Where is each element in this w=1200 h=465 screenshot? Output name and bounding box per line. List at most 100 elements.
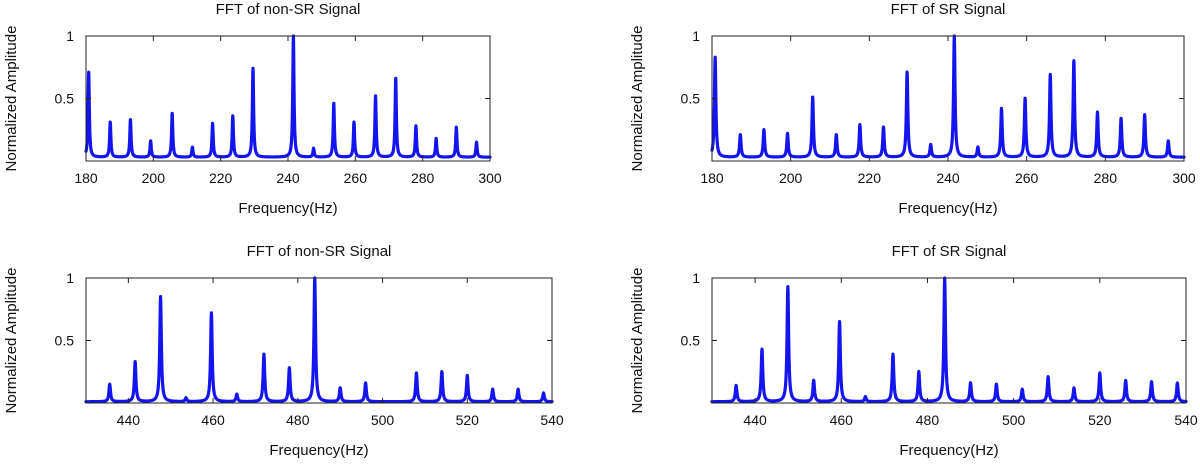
peak-point-7 xyxy=(211,122,214,125)
peak-point-5 xyxy=(838,320,841,323)
x-tick-label: 280 xyxy=(411,170,435,186)
axes-frame xyxy=(711,35,1185,162)
spectrum-line xyxy=(710,276,1188,404)
y-tick-label: 0.5 xyxy=(681,333,701,349)
peak-point-1 xyxy=(108,383,111,386)
x-axis-label: Frequency(Hz) xyxy=(238,200,337,217)
peak-point-17 xyxy=(434,137,438,140)
y-axis-label: Normalized Amplitude xyxy=(629,26,646,172)
peak-point-12 xyxy=(415,371,418,375)
spectrum-line xyxy=(84,276,554,404)
peak-point-1 xyxy=(734,384,738,387)
peak-point-6 xyxy=(191,146,194,149)
peak-point-2 xyxy=(760,348,764,351)
peak-point-8 xyxy=(882,126,885,129)
x-tick-label: 240 xyxy=(276,170,300,186)
x-tick-label: 260 xyxy=(1015,170,1039,186)
peak-point-7 xyxy=(891,353,895,356)
peak-point-8 xyxy=(288,366,291,370)
x-tick-label: 520 xyxy=(1088,412,1112,428)
peak-point-13 xyxy=(1046,375,1050,378)
x-tick-label: 240 xyxy=(936,170,960,186)
peak-point-5 xyxy=(210,311,213,315)
peak-point-4 xyxy=(812,379,815,382)
y-tick-label: 0.5 xyxy=(681,91,701,107)
y-tick-label: 1 xyxy=(66,270,74,286)
x-tick-label: 200 xyxy=(142,170,166,186)
x-tick-label: 540 xyxy=(1174,412,1198,428)
spectrum-line xyxy=(84,34,492,159)
x-tick-label: 480 xyxy=(916,412,940,428)
y-tick-label: 0.5 xyxy=(55,91,75,107)
peak-point-16 xyxy=(1124,379,1127,382)
x-tick-label: 220 xyxy=(209,170,233,186)
peak-point-17 xyxy=(542,391,545,395)
peak-point-14 xyxy=(374,94,377,98)
peak-point-2 xyxy=(109,121,112,124)
peak-point-9 xyxy=(251,67,255,70)
peak-point-6 xyxy=(235,393,239,396)
peak-point-10 xyxy=(969,381,972,385)
chart-title: FFT of non-SR Signal xyxy=(216,1,361,18)
chart-panel-3: FFT of non-SR Signal 440 460 480 500 520 540 0.… xyxy=(3,243,564,459)
chart-panel-1: FFT of non-SR Signal 180 200 220 240 260 280 30… xyxy=(3,1,502,217)
x-tick-label: 520 xyxy=(456,412,480,428)
x-tick-label: 300 xyxy=(478,170,502,186)
x-tick-label: 260 xyxy=(344,170,368,186)
peak-point-14 xyxy=(466,374,469,377)
x-tick-label: 280 xyxy=(1094,170,1118,186)
peak-point-10 xyxy=(929,143,932,146)
x-tick-label: 440 xyxy=(117,412,141,428)
peak-point-20 xyxy=(1167,139,1170,143)
x-tick-label: 480 xyxy=(286,412,310,428)
peak-point-5 xyxy=(170,112,174,115)
chart-title: FFT of non-SR Signal xyxy=(247,243,392,260)
peak-point-15 xyxy=(491,388,494,391)
peak-point-2 xyxy=(739,133,742,136)
peak-point-11 xyxy=(312,147,315,150)
peak-point-3 xyxy=(762,128,766,131)
x-tick-label: 300 xyxy=(1172,170,1196,186)
peak-point-7 xyxy=(858,123,862,126)
peak-point-12 xyxy=(1021,388,1024,391)
peak-point-17 xyxy=(1096,111,1099,114)
peak-point-4 xyxy=(786,132,789,135)
x-axis-label: Frequency(Hz) xyxy=(269,442,368,459)
peak-point-6 xyxy=(835,133,838,136)
x-tick-label: 440 xyxy=(743,412,767,428)
peak-point-10 xyxy=(338,386,342,390)
x-tick-label: 200 xyxy=(779,170,803,186)
x-tick-label: 180 xyxy=(74,170,98,186)
peak-point-13 xyxy=(1000,107,1003,110)
peak-point-2 xyxy=(133,360,137,363)
peak-point-7 xyxy=(262,353,266,356)
peak-point-4 xyxy=(149,139,152,143)
peak-point-19 xyxy=(475,141,478,144)
axes-frame xyxy=(711,277,1187,404)
peak-point-18 xyxy=(1176,381,1179,385)
peak-point-18 xyxy=(455,126,458,129)
peak-point-17 xyxy=(1150,380,1153,383)
peak-point-15 xyxy=(394,77,397,80)
y-tick-label: 1 xyxy=(692,270,700,286)
y-axis-label: Normalized Amplitude xyxy=(3,26,20,172)
axes-frame xyxy=(85,35,491,162)
peak-point-18 xyxy=(1119,117,1123,120)
peak-point-9 xyxy=(905,71,909,74)
peak-point-15 xyxy=(1098,371,1102,375)
peak-point-5 xyxy=(811,96,814,99)
peak-point-14 xyxy=(1072,386,1076,390)
x-tick-label: 220 xyxy=(858,170,882,186)
y-tick-label: 0.5 xyxy=(55,333,75,349)
x-tick-label: 460 xyxy=(830,412,854,428)
peak-point-12 xyxy=(976,146,980,149)
x-axis-label: Frequency(Hz) xyxy=(899,442,998,459)
peak-point-11 xyxy=(995,383,998,386)
peak-point-4 xyxy=(184,396,188,400)
x-tick-label: 500 xyxy=(1002,412,1026,428)
x-tick-label: 540 xyxy=(540,412,564,428)
chart-title: FFT of SR Signal xyxy=(892,243,1007,260)
peak-point-12 xyxy=(332,102,335,105)
axes-frame xyxy=(85,277,553,404)
x-tick-label: 180 xyxy=(700,170,724,186)
